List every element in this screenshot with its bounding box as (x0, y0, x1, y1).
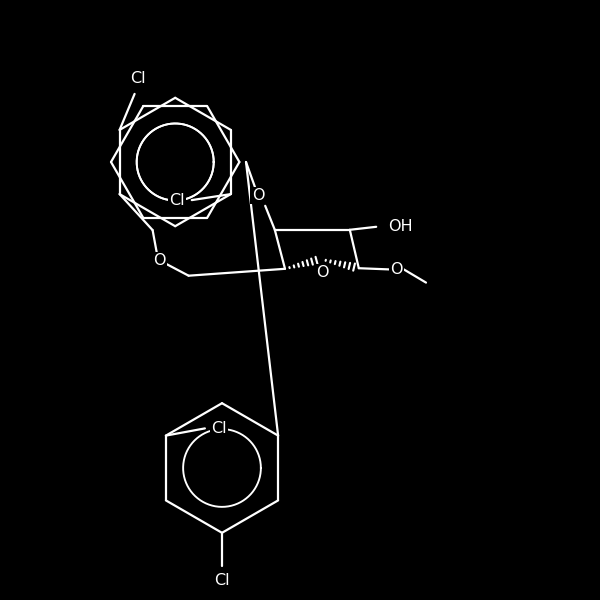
Text: OH: OH (388, 219, 413, 234)
Text: O: O (316, 265, 328, 280)
Text: Cl: Cl (214, 574, 230, 588)
Text: O: O (252, 188, 264, 203)
Text: O: O (391, 262, 403, 277)
Text: Cl: Cl (211, 421, 227, 436)
Text: Cl: Cl (170, 193, 185, 208)
Text: Cl: Cl (130, 71, 145, 86)
Text: O: O (153, 253, 166, 268)
